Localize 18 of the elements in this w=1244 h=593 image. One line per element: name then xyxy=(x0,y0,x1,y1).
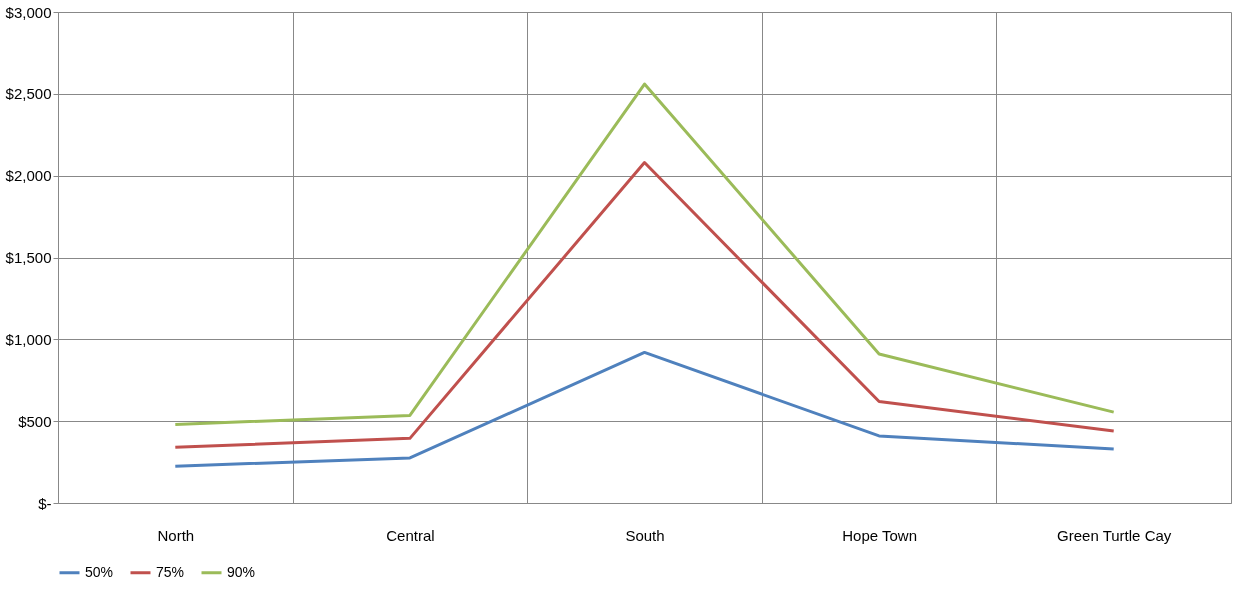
x-tick-label: Green Turtle Cay xyxy=(1057,526,1172,544)
y-tick-label: $500 xyxy=(18,412,52,430)
x-tick-label: Central xyxy=(386,526,435,544)
line-series xyxy=(173,161,1116,449)
y-tick-label: $2,500 xyxy=(5,85,52,103)
x-tick-label: Hope Town xyxy=(842,526,917,544)
legend-label: 75% xyxy=(156,563,185,580)
y-tick-label: $1,000 xyxy=(5,330,52,348)
x-tick-label: South xyxy=(625,526,665,544)
x-tick-label: North xyxy=(157,526,195,544)
line-series xyxy=(173,350,1116,468)
y-tick-label: $1,500 xyxy=(5,249,52,266)
y-tick-label: $3,000 xyxy=(5,3,52,21)
legend-label: 90% xyxy=(227,563,256,580)
y-tick-label: $2,000 xyxy=(5,167,52,185)
legend-label: 50% xyxy=(85,563,114,580)
y-tick-label: $- xyxy=(38,494,52,512)
line-series xyxy=(173,82,1116,426)
